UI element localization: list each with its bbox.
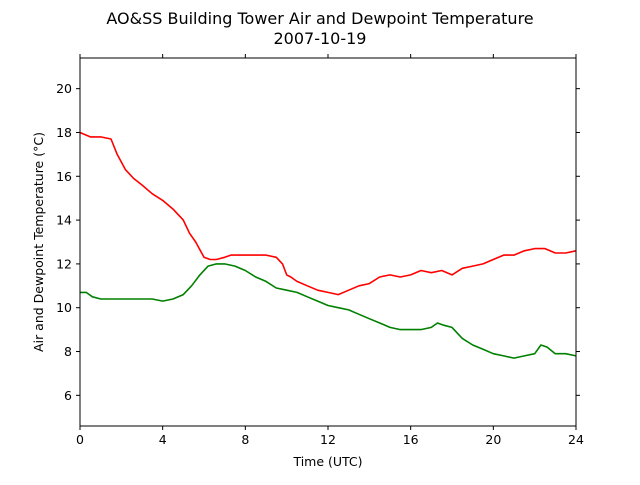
series-line-1 bbox=[80, 263, 577, 359]
x-tick-label: 12 bbox=[320, 432, 336, 447]
x-tick-label: 8 bbox=[241, 432, 249, 447]
x-tick-label: 24 bbox=[568, 432, 584, 447]
x-tick-label: 0 bbox=[76, 432, 84, 447]
y-tick-label: 6 bbox=[64, 388, 72, 403]
plot-frame bbox=[79, 57, 577, 427]
x-axis-label: Time (UTC) bbox=[292, 454, 362, 469]
y-axis-label: Air and Dewpoint Temperature (°C) bbox=[31, 132, 46, 352]
y-tick-label: 12 bbox=[56, 256, 72, 271]
y-tick-label: 16 bbox=[56, 169, 72, 184]
y-tick-label: 20 bbox=[56, 81, 72, 96]
plot-area bbox=[79, 131, 577, 359]
y-tick-label: 14 bbox=[56, 213, 72, 228]
x-tick-label: 4 bbox=[159, 432, 167, 447]
y-tick-label: 8 bbox=[64, 344, 72, 359]
chart-title: AO&SS Building Tower Air and Dewpoint Te… bbox=[106, 9, 533, 28]
series-line-0 bbox=[79, 131, 577, 296]
y-tick-label: 18 bbox=[56, 125, 72, 140]
x-tick-label: 16 bbox=[403, 432, 419, 447]
y-tick-label: 10 bbox=[56, 300, 72, 315]
x-tick-label: 20 bbox=[485, 432, 501, 447]
axis-ticks: 0 4 8 12 16 20 24 6 8 10 12 14 16 18 20 bbox=[56, 54, 584, 447]
chart-subtitle: 2007-10-19 bbox=[274, 29, 367, 48]
